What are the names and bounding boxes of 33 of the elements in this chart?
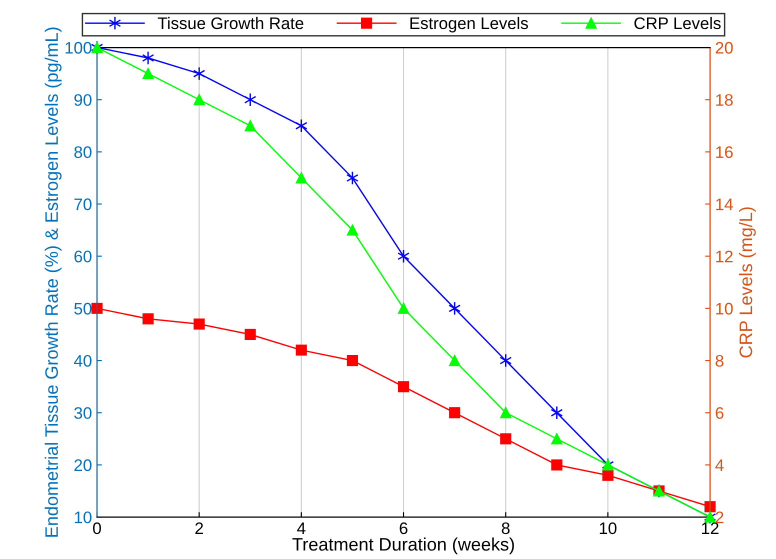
y2-tick-label: 2	[716, 511, 724, 524]
y-tick-label: 50	[74, 302, 92, 315]
y2-tick-label: 4	[715, 459, 724, 471]
y2-tick-label: 12	[716, 250, 733, 262]
y-tick-label: 10	[74, 511, 92, 524]
y2-tick-label: 18	[716, 94, 733, 106]
y2-axis-title: CRP Levels (mg/L)	[738, 207, 756, 358]
y-tick-label: 20	[74, 459, 92, 472]
legend-label: CRP Levels	[634, 16, 721, 30]
y-tick-label: 70	[74, 198, 92, 210]
y2-tick-label: 6	[716, 407, 724, 419]
y2-tick-label: 16	[716, 146, 733, 158]
y-tick-label: 40	[74, 354, 92, 367]
x-tick-label: 0	[93, 522, 101, 534]
y-axis-title: Endometrial Tissue Growth Rate (%) & Estrogen Levels (pg/mL)	[44, 28, 62, 537]
y2-tick-label: 20	[716, 42, 733, 54]
x-tick-label: 10	[600, 522, 616, 534]
y-tick-label: 90	[74, 94, 92, 106]
y2-tick-label: 8	[716, 354, 724, 367]
y-tick-label: 60	[74, 250, 92, 262]
x-tick-label: 12	[702, 522, 718, 534]
y-tick-label: 30	[74, 407, 92, 419]
x-tick-label: 4	[297, 522, 306, 534]
y2-tick-label: 10	[716, 302, 733, 315]
y-tick-label: 80	[74, 146, 92, 158]
y-tick-label: 100	[66, 42, 92, 54]
y2-tick-label: 14	[716, 198, 733, 210]
x-tick-label: 6	[400, 522, 408, 534]
x-axis-title: Treatment Duration (weeks)	[292, 537, 514, 554]
x-tick-label: 2	[195, 522, 203, 534]
legend-label: Estrogen Levels	[410, 16, 528, 32]
legend-label: Tissue Growth Rate	[158, 16, 304, 30]
x-tick-label: 8	[502, 522, 510, 534]
